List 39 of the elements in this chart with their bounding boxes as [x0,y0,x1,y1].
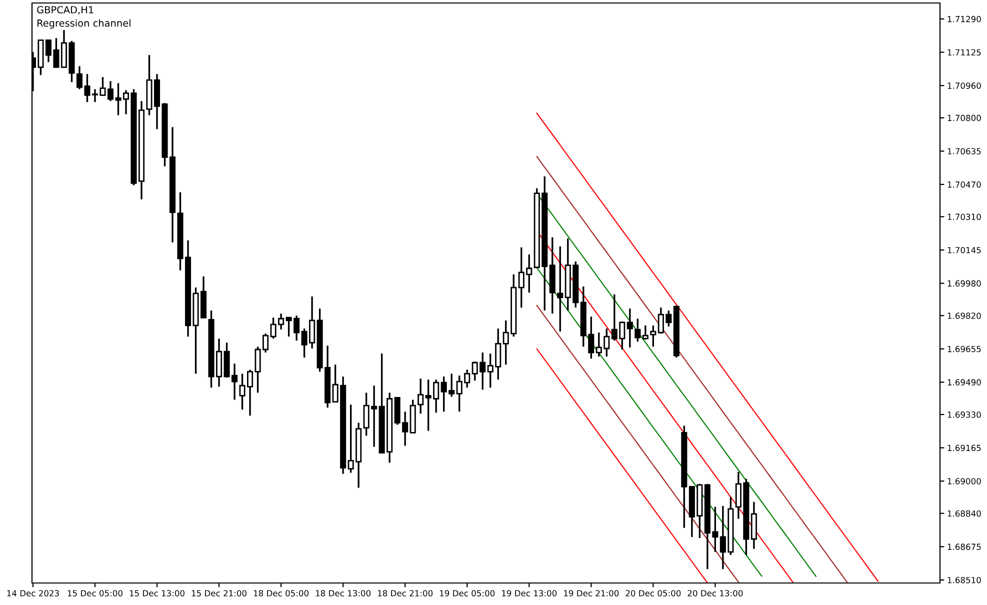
y-tick-label: 1.70800 [948,114,981,122]
x-tick-label: 18 Dec 21:00 [378,590,433,596]
line-series [536,304,739,583]
y-tick-label: 1.69000 [948,478,981,484]
x-tick-label: 19 Dec 05:00 [440,590,495,596]
y-tick-label: 1.69655 [948,346,981,352]
x-tick-label: 20 Dec 13:00 [688,590,743,596]
candlestick [634,318,641,342]
x-tick-label: 19 Dec 21:00 [564,590,619,596]
y-tick-label: 1.70960 [948,82,981,89]
x-tick-label: 20 Dec 05:00 [626,590,681,596]
y-tick-label: 1.69820 [948,312,981,319]
line-series [536,156,848,583]
y-tick-label: 1.68840 [948,510,981,517]
x-tick-label: 14 Dec 2023 [7,590,59,596]
y-tick-label: 1.71125 [948,49,981,56]
x-tick-label: 15 Dec 05:00 [68,590,122,596]
x-tick-label: 18 Dec 13:00 [316,590,371,596]
line-series [536,348,708,583]
chart-title: GBPCAD,H1 [37,6,94,14]
y-tick-label: 1.70310 [948,214,981,220]
x-tick-label: 18 Dec 05:00 [254,590,309,596]
x-tick-label: 15 Dec 21:00 [192,590,246,596]
x-tick-label: 15 Dec 13:00 [130,590,184,596]
y-tick-label: 1.70635 [948,148,981,154]
y-tick-label: 1.69165 [948,444,981,452]
y-tick-label: 1.70470 [948,181,981,188]
y-tick-label: 1.69980 [948,280,981,287]
y-tick-label: 1.71290 [948,16,981,22]
line-series [536,112,879,582]
y-tick-label: 1.70145 [948,246,981,254]
y-tick-label: 1.69330 [948,411,981,418]
y-tick-label: 1.69490 [948,379,981,386]
x-tick-label: 19 Dec 13:00 [502,590,557,596]
line-series [536,267,762,577]
candlestick [626,308,633,348]
y-tick-label: 1.68675 [948,544,981,550]
text: Regression channel [37,19,130,29]
y-tick-label: 1.68510 [948,576,981,584]
